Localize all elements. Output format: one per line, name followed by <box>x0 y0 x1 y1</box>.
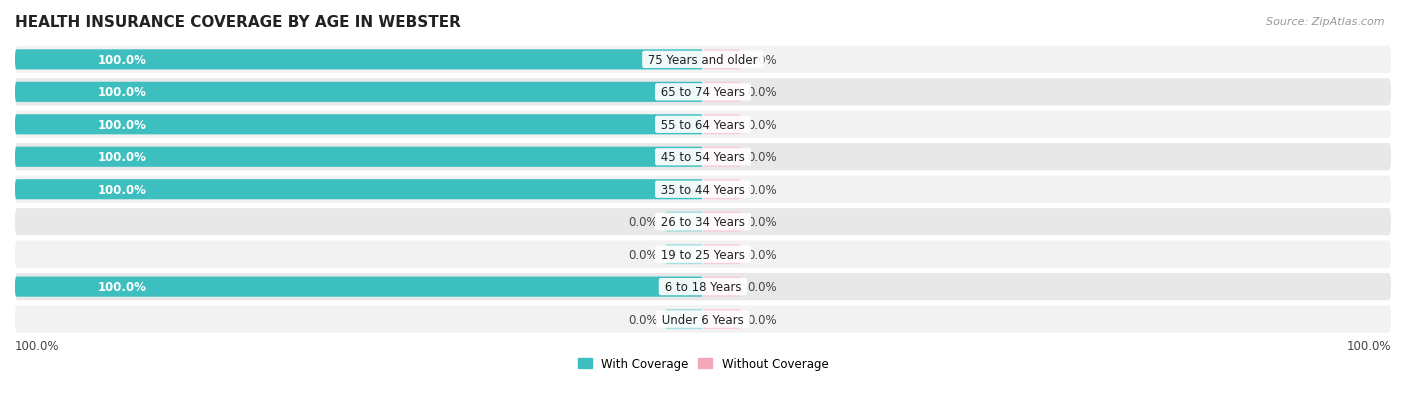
FancyBboxPatch shape <box>703 212 741 232</box>
Text: 19 to 25 Years: 19 to 25 Years <box>657 248 749 261</box>
Legend: With Coverage, Without Coverage: With Coverage, Without Coverage <box>572 352 834 375</box>
Text: 26 to 34 Years: 26 to 34 Years <box>657 216 749 229</box>
FancyBboxPatch shape <box>703 244 741 265</box>
Text: 65 to 74 Years: 65 to 74 Years <box>657 86 749 99</box>
FancyBboxPatch shape <box>703 309 741 329</box>
Text: 55 to 64 Years: 55 to 64 Years <box>657 119 749 131</box>
FancyBboxPatch shape <box>703 115 741 135</box>
Text: 0.0%: 0.0% <box>748 119 778 131</box>
FancyBboxPatch shape <box>703 50 741 70</box>
Text: 0.0%: 0.0% <box>628 313 658 326</box>
Text: 75 Years and older: 75 Years and older <box>644 54 762 67</box>
FancyBboxPatch shape <box>15 50 703 70</box>
Text: HEALTH INSURANCE COVERAGE BY AGE IN WEBSTER: HEALTH INSURANCE COVERAGE BY AGE IN WEBS… <box>15 15 461 30</box>
Text: 100.0%: 100.0% <box>97 119 146 131</box>
FancyBboxPatch shape <box>15 144 1391 171</box>
FancyBboxPatch shape <box>15 79 1391 106</box>
FancyBboxPatch shape <box>15 83 703 103</box>
FancyBboxPatch shape <box>15 241 1391 268</box>
FancyBboxPatch shape <box>15 176 1391 203</box>
FancyBboxPatch shape <box>15 147 703 167</box>
Text: 0.0%: 0.0% <box>748 151 778 164</box>
Text: 35 to 44 Years: 35 to 44 Years <box>657 183 749 196</box>
FancyBboxPatch shape <box>15 47 1391 74</box>
FancyBboxPatch shape <box>15 209 1391 236</box>
FancyBboxPatch shape <box>703 180 741 200</box>
Text: 100.0%: 100.0% <box>97 280 146 293</box>
FancyBboxPatch shape <box>703 83 741 103</box>
Text: 100.0%: 100.0% <box>97 151 146 164</box>
Text: 0.0%: 0.0% <box>628 248 658 261</box>
Text: 0.0%: 0.0% <box>748 280 778 293</box>
Text: Source: ZipAtlas.com: Source: ZipAtlas.com <box>1267 17 1385 26</box>
Text: 0.0%: 0.0% <box>748 86 778 99</box>
FancyBboxPatch shape <box>665 309 703 329</box>
FancyBboxPatch shape <box>703 277 741 297</box>
FancyBboxPatch shape <box>15 112 1391 139</box>
FancyBboxPatch shape <box>15 273 1391 301</box>
Text: 100.0%: 100.0% <box>1347 339 1391 352</box>
Text: 0.0%: 0.0% <box>748 54 778 67</box>
Text: 100.0%: 100.0% <box>97 183 146 196</box>
Text: 100.0%: 100.0% <box>97 86 146 99</box>
FancyBboxPatch shape <box>15 180 703 200</box>
Text: 100.0%: 100.0% <box>97 54 146 67</box>
FancyBboxPatch shape <box>15 306 1391 333</box>
Text: 0.0%: 0.0% <box>748 313 778 326</box>
FancyBboxPatch shape <box>15 277 703 297</box>
FancyBboxPatch shape <box>15 115 703 135</box>
Text: 45 to 54 Years: 45 to 54 Years <box>657 151 749 164</box>
Text: Under 6 Years: Under 6 Years <box>658 313 748 326</box>
FancyBboxPatch shape <box>703 147 741 167</box>
FancyBboxPatch shape <box>665 244 703 265</box>
FancyBboxPatch shape <box>665 212 703 232</box>
Text: 100.0%: 100.0% <box>15 339 59 352</box>
Text: 0.0%: 0.0% <box>628 216 658 229</box>
Text: 0.0%: 0.0% <box>748 183 778 196</box>
Text: 6 to 18 Years: 6 to 18 Years <box>661 280 745 293</box>
Text: 0.0%: 0.0% <box>748 216 778 229</box>
Text: 0.0%: 0.0% <box>748 248 778 261</box>
